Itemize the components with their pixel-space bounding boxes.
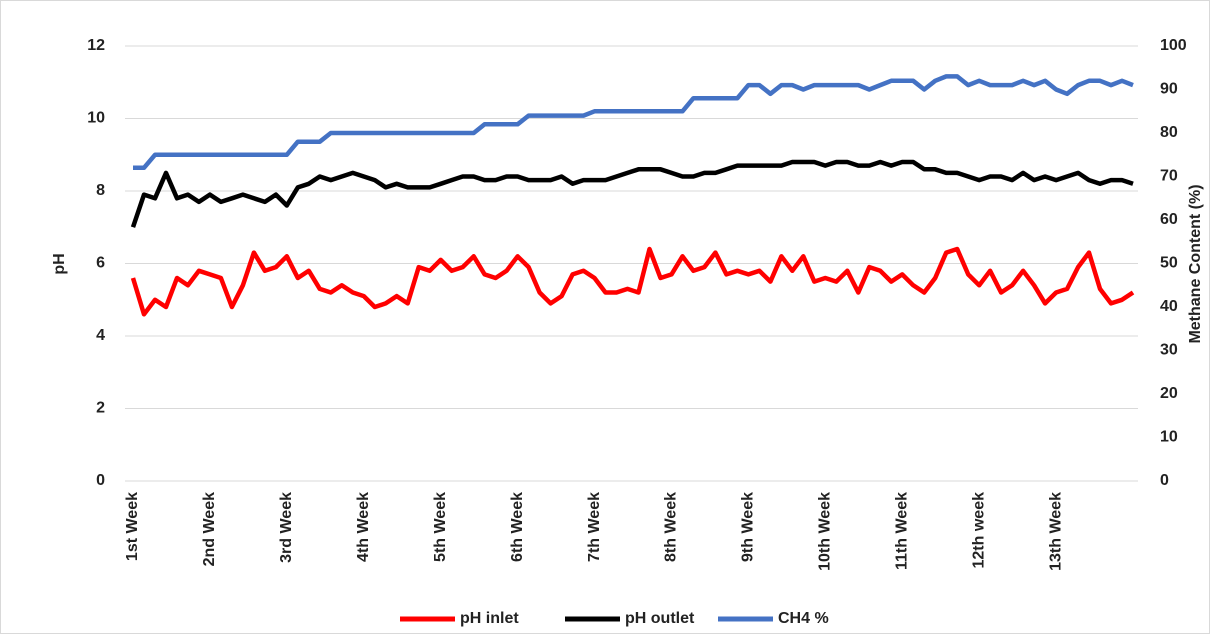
legend-label: pH inlet bbox=[460, 610, 519, 627]
x-tick-label: 1st Week bbox=[124, 492, 141, 561]
x-tick-label: 7th Week bbox=[586, 492, 603, 562]
y2-tick-label: 10 bbox=[1160, 429, 1178, 446]
y-axis-label: pH bbox=[51, 253, 68, 274]
y2-tick-label: 80 bbox=[1160, 124, 1178, 141]
y-tick-label: 10 bbox=[87, 110, 105, 127]
legend-label: pH outlet bbox=[625, 610, 695, 627]
y-tick-label: 8 bbox=[96, 182, 105, 199]
x-tick-label: 9th Week bbox=[740, 492, 757, 562]
x-tick-label: 4th Week bbox=[355, 492, 372, 562]
x-tick-label: 6th Week bbox=[509, 492, 526, 562]
x-tick-label: 5th Week bbox=[432, 492, 449, 562]
y2-axis-label: Methane Content (%) bbox=[1187, 184, 1204, 343]
x-tick-label: 12th week bbox=[970, 492, 987, 569]
y2-tick-label: 90 bbox=[1160, 81, 1178, 98]
y2-tick-label: 70 bbox=[1160, 168, 1178, 185]
y2-tick-label: 60 bbox=[1160, 211, 1178, 228]
x-tick-label: 10th Week bbox=[817, 492, 834, 571]
y-tick-label: 0 bbox=[96, 472, 105, 489]
x-tick-label: 2nd Week bbox=[201, 492, 218, 567]
y2-tick-label: 100 bbox=[1160, 37, 1187, 54]
y-tick-label: 4 bbox=[96, 327, 105, 344]
series-line bbox=[130, 159, 1134, 228]
x-tick-label: 3rd Week bbox=[278, 492, 295, 563]
x-tick-label: 13th Week bbox=[1047, 492, 1064, 571]
y-tick-label: 6 bbox=[96, 255, 105, 272]
y2-tick-label: 0 bbox=[1160, 472, 1169, 489]
y2-tick-label: 30 bbox=[1160, 342, 1178, 359]
legend-label: CH4 % bbox=[778, 610, 829, 627]
y-tick-label: 2 bbox=[96, 400, 105, 417]
y2-tick-label: 50 bbox=[1160, 255, 1178, 272]
y-tick-label: 12 bbox=[87, 37, 105, 54]
x-tick-label: 11th Week bbox=[893, 492, 910, 570]
series-line bbox=[130, 246, 1135, 317]
x-tick-label: 8th Week bbox=[663, 492, 680, 562]
y2-tick-label: 20 bbox=[1160, 385, 1178, 402]
series-line bbox=[133, 74, 1134, 171]
y2-tick-label: 40 bbox=[1160, 298, 1178, 315]
